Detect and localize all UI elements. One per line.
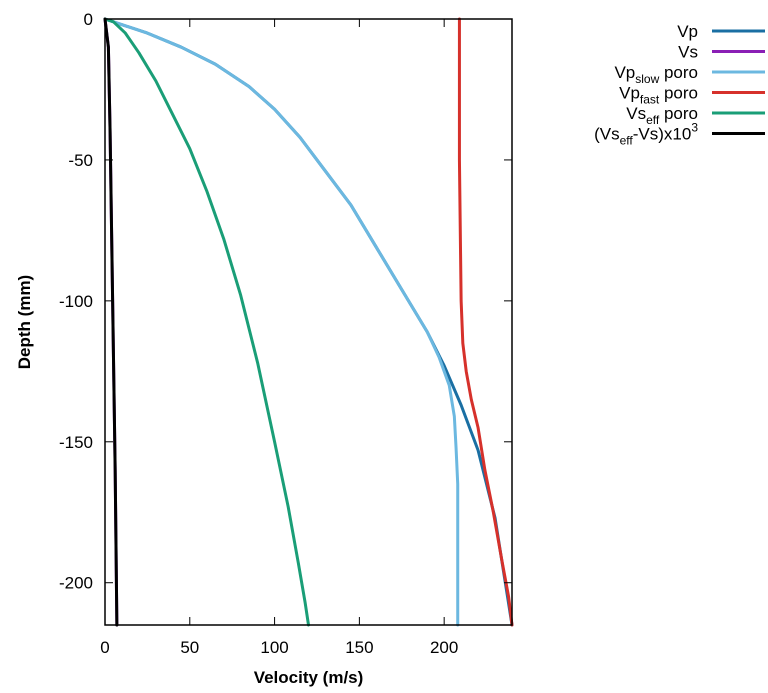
legend-label: Vseff poro <box>626 104 698 127</box>
x-tick-label: 0 <box>100 638 109 657</box>
series-line-3 <box>457 17 514 627</box>
x-tick-label: 200 <box>430 638 458 657</box>
series-line-2 <box>103 17 460 627</box>
x-tick-label: 150 <box>345 638 373 657</box>
x-tick-label: 100 <box>260 638 288 657</box>
series-line-4 <box>103 17 310 627</box>
legend-label: Vpslow poro <box>614 63 698 86</box>
series-line-0 <box>103 17 514 627</box>
legend-label: Vs <box>678 43 698 62</box>
legend-label: (Vseff-Vs)x103 <box>594 121 698 148</box>
legend-item: Vp <box>677 22 765 41</box>
y-tick-label: -50 <box>68 151 93 170</box>
x-tick-label: 50 <box>180 638 199 657</box>
legend-item: Vseff poro <box>626 104 765 127</box>
axes: 0 50 100 150 200 0 -50 -100 -150 -200 <box>59 10 513 657</box>
plot-frame <box>104 18 513 626</box>
y-tick-label: 0 <box>84 10 93 29</box>
legend-item: Vpslow poro <box>614 63 765 86</box>
y-axis-title: Depth (mm) <box>15 275 34 369</box>
series-line-5 <box>103 17 119 627</box>
plot-area <box>103 17 514 627</box>
legend-label: Vp <box>677 22 698 41</box>
legend-label: Vpfast poro <box>619 84 698 107</box>
legend-item: (Vseff-Vs)x103 <box>594 121 765 148</box>
y-tick-label: -100 <box>59 292 93 311</box>
x-axis-title: Velocity (m/s) <box>254 668 364 687</box>
y-tick-label: -150 <box>59 433 93 452</box>
legend-item: Vpfast poro <box>619 84 765 107</box>
legend-item: Vs <box>678 43 765 62</box>
y-tick-label: -200 <box>59 574 93 593</box>
